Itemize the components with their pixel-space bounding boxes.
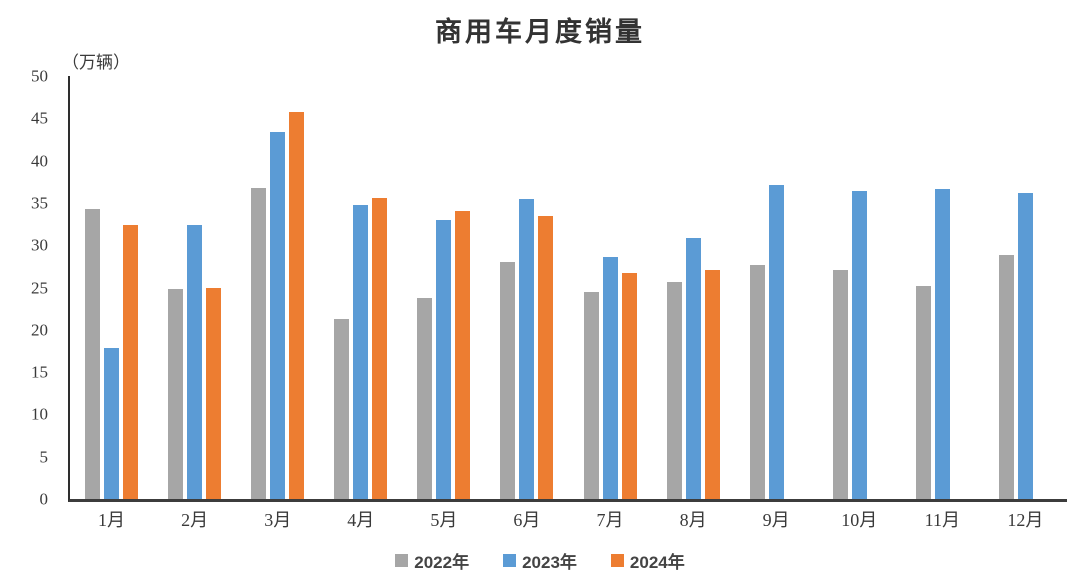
legend: 2022年 2023年 2024年 xyxy=(0,548,1080,573)
bar-2023年-3月 xyxy=(270,131,286,499)
bar-2024年-2月 xyxy=(206,287,222,499)
y-tick-45: 45 xyxy=(31,108,48,128)
y-tick-25: 25 xyxy=(31,278,48,297)
bar-group-11月: 11月 xyxy=(901,76,984,529)
legend-label-2023年: 2023年 xyxy=(522,553,577,572)
bar-2023年-6月 xyxy=(519,198,535,499)
x-label-9月: 9月 xyxy=(762,510,790,530)
bar-group-5月: 5月 xyxy=(402,76,485,529)
bar-2024年-8月 xyxy=(704,269,720,499)
bar-2024年-7月 xyxy=(621,273,637,499)
x-label-3月: 3月 xyxy=(264,510,292,530)
bar-2023年-5月 xyxy=(436,219,452,499)
y-tick-40: 40 xyxy=(31,151,48,171)
bar-2024年-5月 xyxy=(455,211,471,499)
x-label-1月: 1月 xyxy=(98,510,126,530)
x-label-12月: 12月 xyxy=(1007,510,1044,530)
bar-2022年-9月 xyxy=(749,264,765,499)
legend-item-2022年: 2022年 xyxy=(395,548,469,573)
y-tick-30: 30 xyxy=(31,235,48,255)
x-label-11月: 11月 xyxy=(924,510,960,530)
bar-2022年-1月 xyxy=(85,208,101,499)
bar-group-1月: 1月 xyxy=(70,76,153,529)
bar-2023年-12月 xyxy=(1017,192,1033,499)
bar-group-8月: 8月 xyxy=(652,76,735,529)
legend-item-2023年: 2023年 xyxy=(503,548,577,573)
legend-swatch-2023年 xyxy=(503,554,517,567)
x-label-5月: 5月 xyxy=(430,510,458,530)
y-tick-35: 35 xyxy=(31,193,48,213)
x-label-4月: 4月 xyxy=(347,510,375,530)
legend-label-2024年: 2024年 xyxy=(629,553,685,572)
bar-group-7月: 7月 xyxy=(568,76,651,529)
legend-swatch-2022年 xyxy=(395,554,409,567)
bar-group-12月: 12月 xyxy=(984,76,1067,529)
bar-2022年-10月 xyxy=(832,269,848,499)
bar-2022年-3月 xyxy=(251,187,267,499)
bar-2024年-4月 xyxy=(372,197,388,499)
bar-group-4月: 4月 xyxy=(319,76,402,529)
y-tick-0: 0 xyxy=(39,489,49,509)
y-tick-50: 50 xyxy=(31,66,48,86)
bar-2022年-4月 xyxy=(334,318,350,499)
bar-2024年-6月 xyxy=(538,215,554,499)
x-label-7月: 7月 xyxy=(596,510,624,530)
bar-groups: 1月 2月 3月 4月 5月 6月 7月 8月 9月 10月 11月 12月 xyxy=(70,76,1067,529)
bar-2023年-9月 xyxy=(768,185,784,499)
bar-2022年-5月 xyxy=(417,297,433,499)
legend-item-2024年: 2024年 xyxy=(610,548,685,573)
x-label-10月: 10月 xyxy=(841,510,878,530)
bar-2023年-4月 xyxy=(353,205,369,499)
bar-2022年-6月 xyxy=(500,262,516,499)
y-axis-unit-label: （万辆） xyxy=(62,53,130,72)
bar-group-9月: 9月 xyxy=(735,76,818,529)
y-tick-20: 20 xyxy=(31,320,48,340)
bar-2023年-2月 xyxy=(187,224,203,499)
bar-2023年-11月 xyxy=(934,189,950,499)
bar-group-6月: 6月 xyxy=(485,76,568,529)
y-tick-5: 5 xyxy=(39,447,49,467)
plot-area: 1月 2月 3月 4月 5月 6月 7月 8月 9月 10月 11月 12月 xyxy=(68,76,1067,529)
legend-label-2022年: 2022年 xyxy=(414,553,470,572)
bar-group-10月: 10月 xyxy=(818,76,901,529)
legend-swatch-2024年 xyxy=(610,554,624,567)
x-label-8月: 8月 xyxy=(679,510,707,530)
bar-2022年-11月 xyxy=(915,285,931,499)
bar-2023年-1月 xyxy=(104,348,120,499)
bar-2023年-10月 xyxy=(851,191,867,499)
x-label-2月: 2月 xyxy=(181,510,209,530)
bar-2022年-8月 xyxy=(666,281,682,499)
bar-2024年-1月 xyxy=(123,224,139,499)
bar-2024年-3月 xyxy=(289,111,305,499)
bar-2023年-8月 xyxy=(685,237,701,499)
y-axis-tick-labels: 0 5 10 15 20 25 30 35 40 45 50 xyxy=(14,68,56,508)
bar-2022年-12月 xyxy=(998,254,1014,499)
bar-group-3月: 3月 xyxy=(236,76,319,529)
bar-2023年-7月 xyxy=(602,257,618,499)
y-tick-15: 15 xyxy=(31,362,48,382)
chart-title: 商用车月度销量 xyxy=(435,17,645,47)
y-tick-10: 10 xyxy=(31,404,48,424)
bar-2022年-7月 xyxy=(583,291,599,499)
bar-2022年-2月 xyxy=(168,289,184,499)
bar-group-2月: 2月 xyxy=(153,76,236,529)
x-label-6月: 6月 xyxy=(513,510,541,530)
